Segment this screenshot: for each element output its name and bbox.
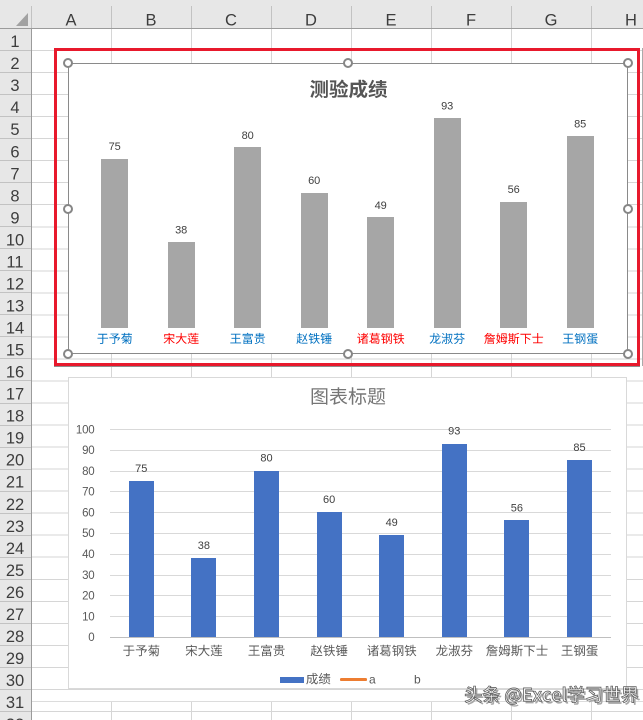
svg-text:23: 23 [6,518,24,536]
svg-text:B: B [145,12,156,30]
svg-text:80: 80 [82,466,94,478]
svg-text:30: 30 [6,672,24,690]
svg-text:75: 75 [135,463,147,475]
svg-text:93: 93 [441,101,453,113]
svg-text:26: 26 [6,584,24,602]
svg-text:31: 31 [6,694,24,712]
svg-text:49: 49 [375,200,387,212]
svg-text:10: 10 [82,611,94,623]
svg-text:24: 24 [6,540,24,558]
svg-text:29: 29 [6,650,24,668]
svg-text:70: 70 [82,487,94,499]
svg-text:20: 20 [82,591,94,603]
svg-text:85: 85 [573,442,585,454]
svg-text:28: 28 [6,628,24,646]
svg-text:32: 32 [6,716,24,720]
svg-text:16: 16 [6,364,24,382]
svg-text:38: 38 [175,225,187,237]
svg-text:0: 0 [88,632,94,644]
svg-text:60: 60 [308,175,320,187]
svg-text:85: 85 [574,119,586,131]
svg-text:100: 100 [76,424,95,436]
svg-text:17: 17 [6,386,24,404]
svg-text:H: H [625,12,637,30]
svg-text:8: 8 [10,187,19,205]
svg-text:21: 21 [6,474,24,492]
svg-text:80: 80 [242,130,254,142]
svg-text:A: A [65,12,76,30]
svg-text:5: 5 [10,121,19,139]
svg-text:22: 22 [6,496,24,514]
svg-text:19: 19 [6,430,24,448]
svg-text:20: 20 [6,452,24,470]
svg-text:9: 9 [10,209,19,227]
svg-text:13: 13 [6,298,24,316]
svg-text:93: 93 [448,426,460,438]
svg-text:60: 60 [82,507,94,519]
svg-text:a: a [369,672,376,686]
svg-text:30: 30 [82,570,94,582]
svg-text:b: b [414,672,421,686]
svg-text:56: 56 [511,502,523,514]
svg-text:49: 49 [386,517,398,529]
svg-text:75: 75 [109,141,121,153]
svg-text:14: 14 [6,320,24,338]
svg-text:10: 10 [6,231,24,249]
svg-text:11: 11 [6,253,23,271]
svg-text:40: 40 [82,549,94,561]
svg-text:25: 25 [6,562,24,580]
svg-text:7: 7 [10,165,19,183]
svg-text:2: 2 [10,55,19,73]
svg-text:18: 18 [6,408,24,426]
svg-text:C: C [225,12,237,30]
svg-text:80: 80 [260,453,272,465]
svg-text:4: 4 [10,99,19,117]
svg-text:D: D [305,12,317,30]
svg-text:3: 3 [10,77,19,95]
svg-text:60: 60 [323,494,335,506]
svg-text:6: 6 [10,143,19,161]
svg-text:1: 1 [10,33,19,51]
svg-text:12: 12 [6,276,24,294]
svg-text:50: 50 [82,528,94,540]
svg-text:27: 27 [6,606,24,624]
svg-text:15: 15 [6,342,24,360]
svg-text:90: 90 [82,445,94,457]
svg-text:E: E [385,12,396,30]
svg-text:38: 38 [198,540,210,552]
svg-text:G: G [545,12,558,30]
svg-text:F: F [466,12,476,30]
svg-text:56: 56 [508,184,520,196]
